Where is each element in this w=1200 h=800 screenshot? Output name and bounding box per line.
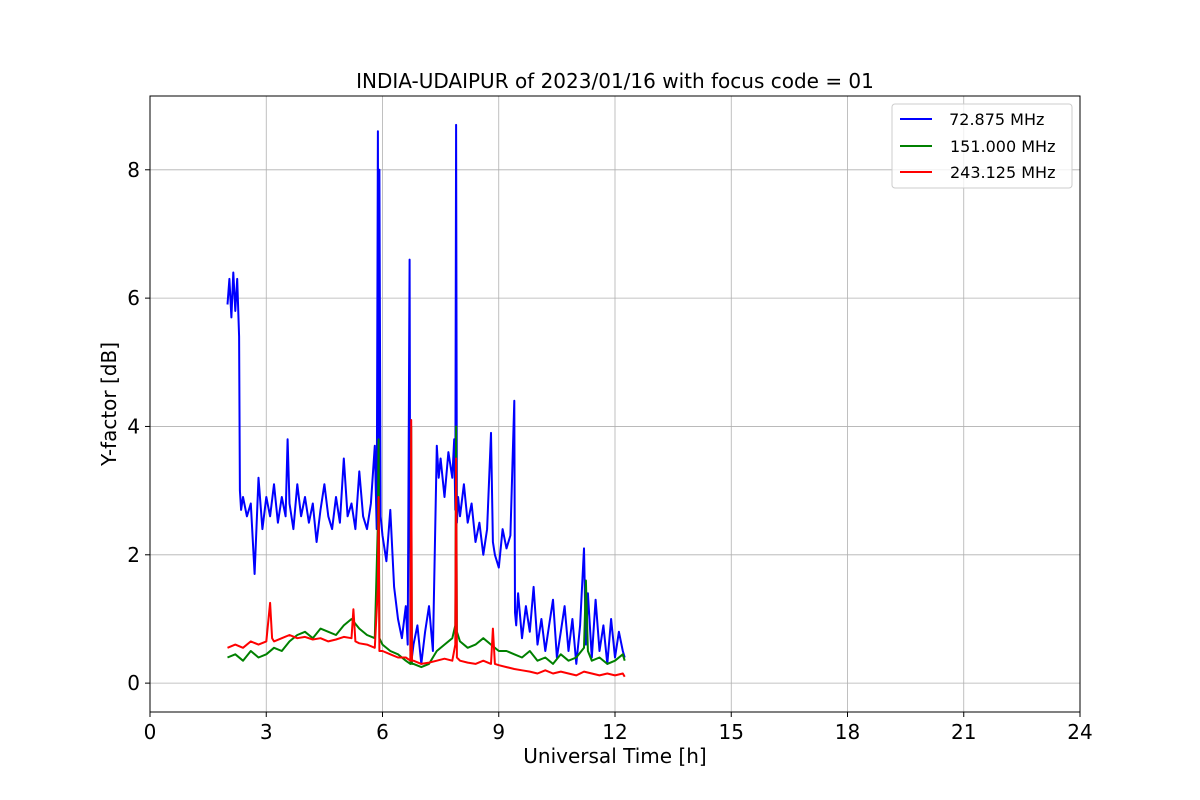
- y-axis-ticks: 0 2 4 6 8: [127, 158, 150, 695]
- x-tick-label: 15: [719, 720, 744, 744]
- y-tick-label: 0: [127, 671, 140, 695]
- x-axis-ticks: 0 3 6 9 12 15 18 21 24: [144, 712, 1093, 744]
- legend-label-151mhz: 151.000 MHz: [950, 137, 1055, 156]
- y-tick-label: 6: [127, 286, 140, 310]
- x-tick-label: 9: [492, 720, 505, 744]
- x-tick-label: 21: [951, 720, 976, 744]
- series-line-243mhz: [227, 419, 626, 678]
- legend-label-72mhz: 72.875 MHz: [944, 110, 1044, 129]
- x-tick-label: 6: [376, 720, 389, 744]
- x-tick-label: 3: [260, 720, 273, 744]
- legend: 72.875 MHz 151.000 MHz 243.125 MHz: [891, 103, 1073, 189]
- x-tick-label: 18: [835, 720, 860, 744]
- plot-series: [226, 123, 626, 678]
- legend-label-243mhz: 243.125 MHz: [950, 163, 1055, 182]
- y-tick-label: 2: [127, 543, 140, 567]
- series-line-72mhz: [226, 123, 626, 665]
- x-axis-label: Universal Time [h]: [523, 744, 706, 768]
- chart-title: INDIA-UDAIPUR of 2023/01/16 with focus c…: [356, 69, 874, 93]
- legend-box: [891, 103, 1073, 189]
- y-tick-label: 4: [127, 414, 140, 438]
- x-tick-label: 24: [1067, 720, 1092, 744]
- series-line-151mhz: [227, 425, 626, 669]
- x-tick-label: 0: [144, 720, 157, 744]
- y-tick-label: 8: [127, 158, 140, 182]
- y-axis-label: Y-factor [dB]: [97, 342, 121, 467]
- x-tick-label: 12: [602, 720, 627, 744]
